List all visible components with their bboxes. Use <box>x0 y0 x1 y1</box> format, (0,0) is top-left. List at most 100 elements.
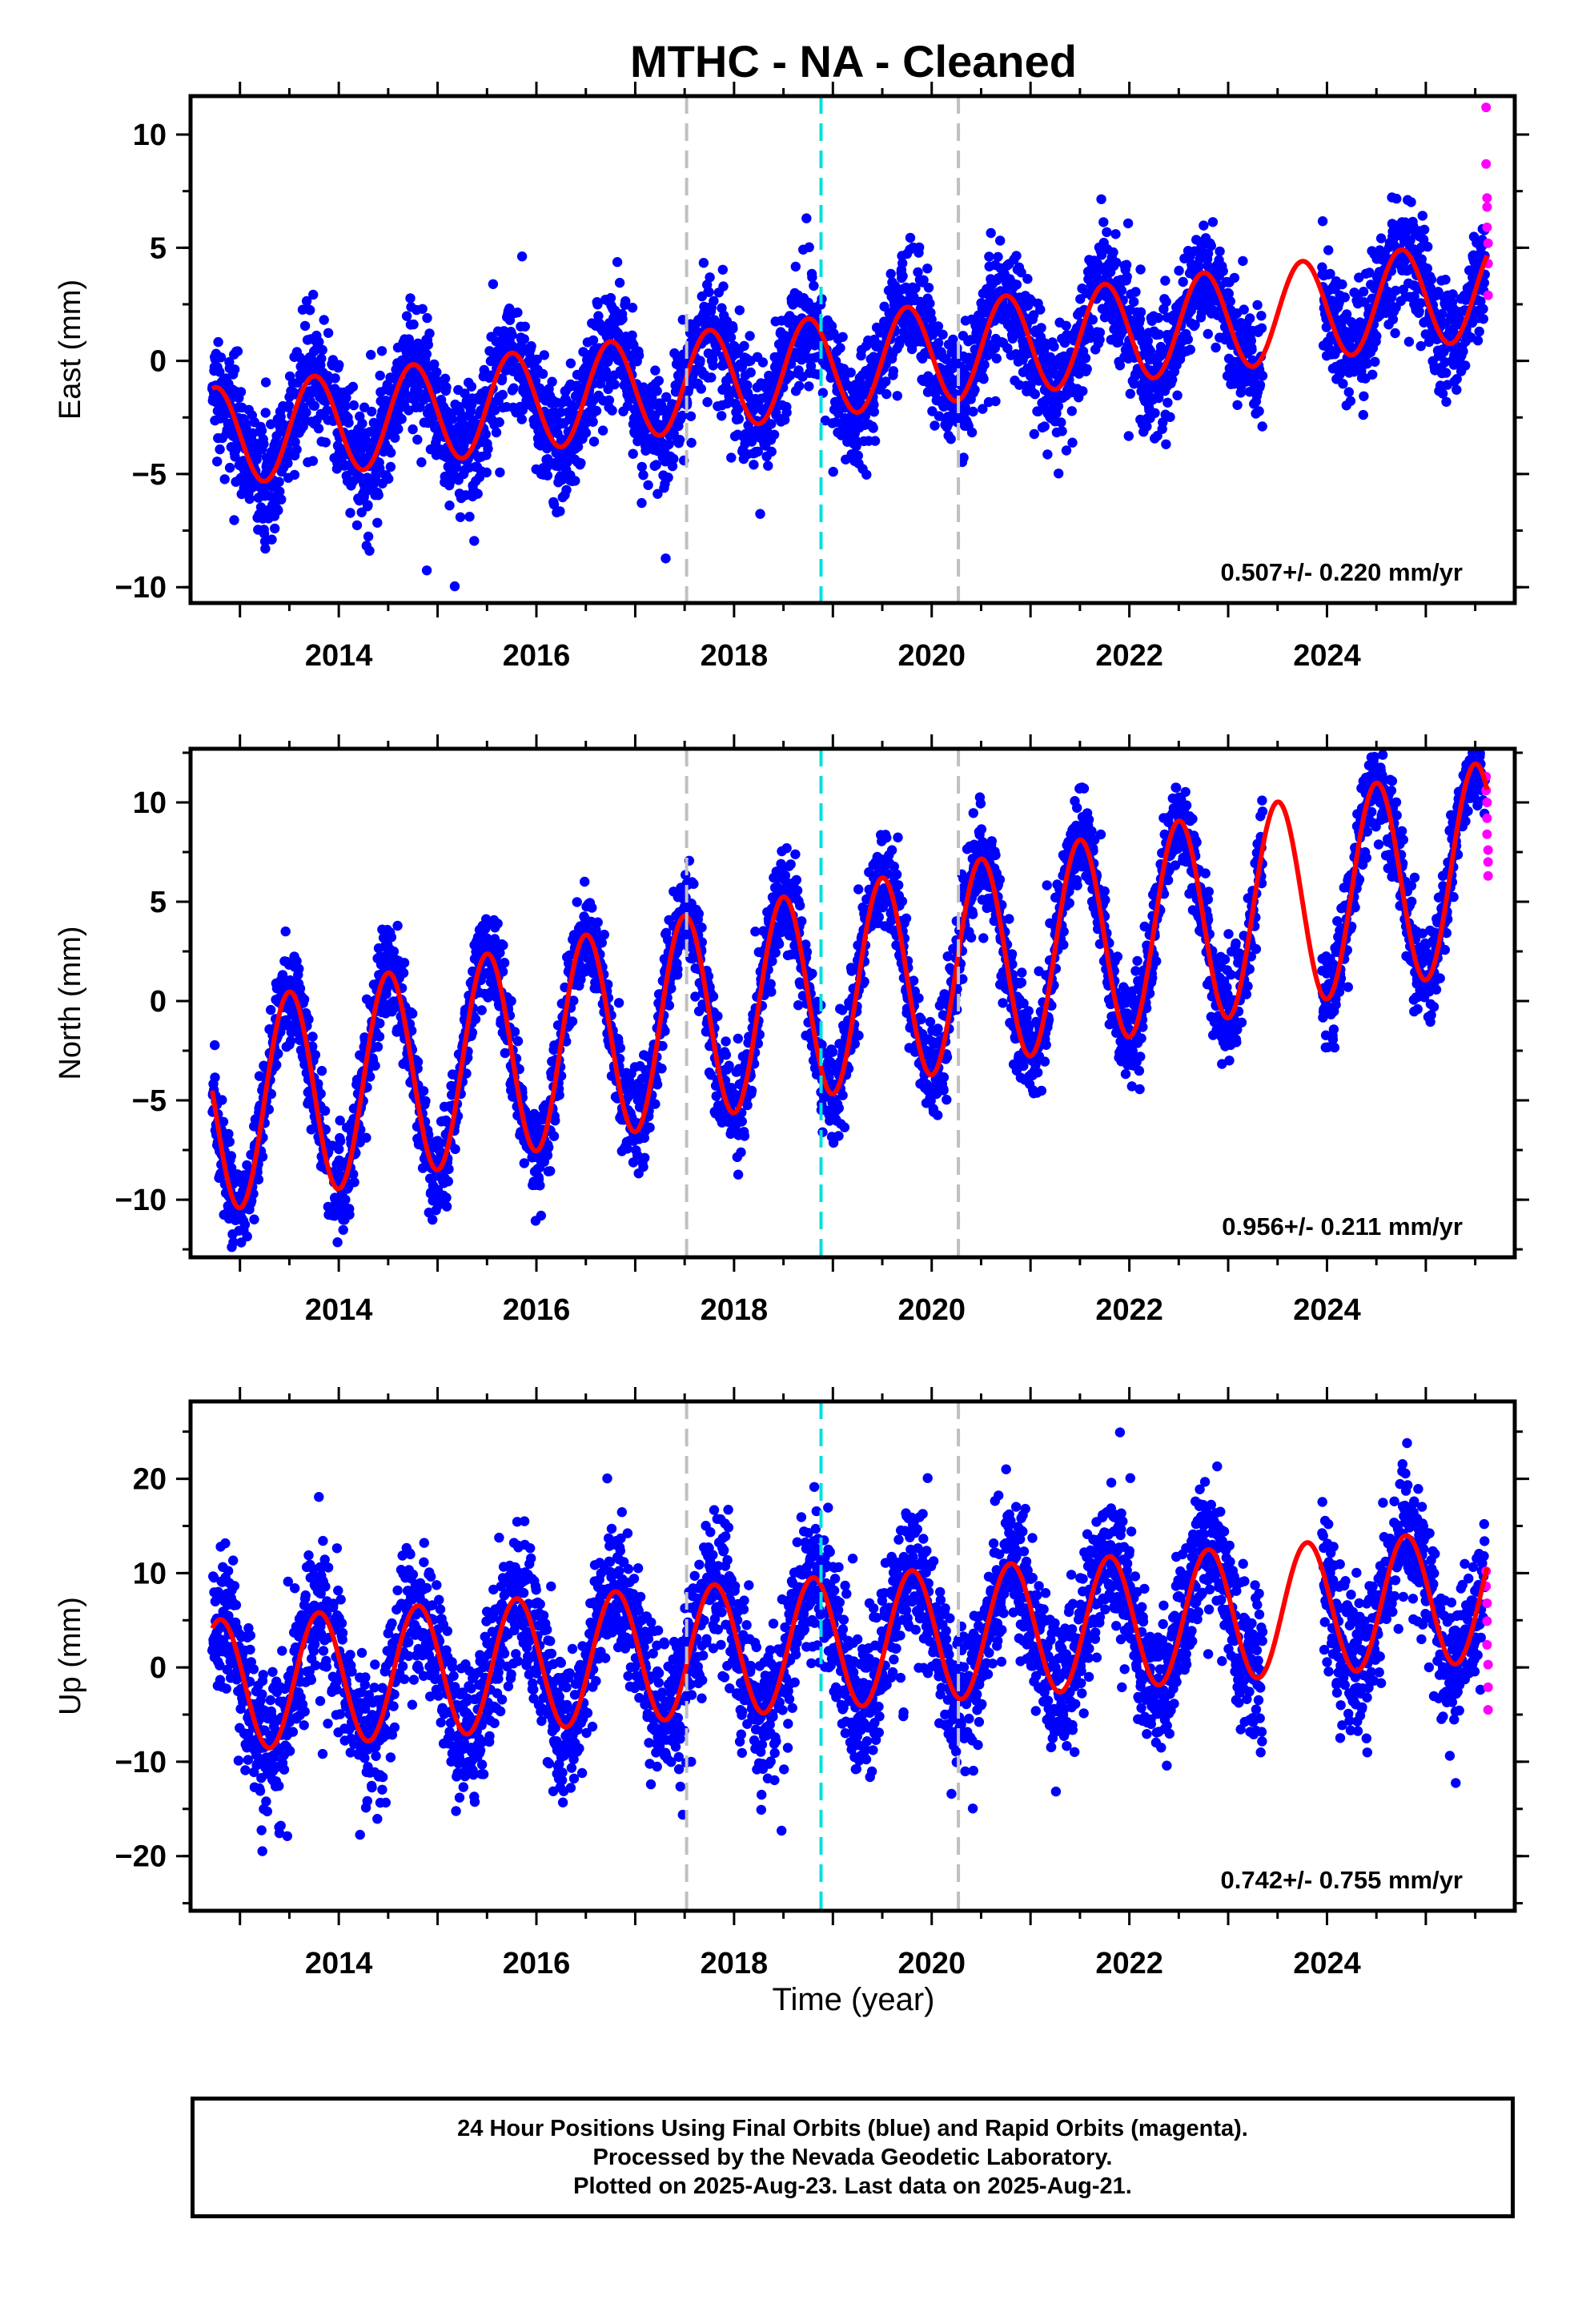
final-orbit-point <box>383 473 394 485</box>
final-orbit-point <box>299 320 311 332</box>
final-orbit-point <box>1098 217 1109 227</box>
final-orbit-point <box>990 396 1001 407</box>
final-orbit-point <box>995 235 1006 246</box>
final-orbit-point <box>361 1132 371 1143</box>
y-tick-label: 10 <box>133 119 167 152</box>
final-orbit-point <box>424 328 435 339</box>
final-orbit-point <box>408 424 418 435</box>
final-orbit-point <box>753 446 763 457</box>
final-orbit-point <box>1406 197 1416 207</box>
final-orbit-point <box>845 368 856 378</box>
final-orbit-point <box>291 444 302 455</box>
final-orbit-point <box>299 994 310 1005</box>
final-orbit-point <box>1022 274 1033 284</box>
final-orbit-point <box>1364 267 1375 278</box>
final-orbit-point <box>320 437 331 448</box>
final-orbit-point <box>1257 421 1267 432</box>
final-orbit-point <box>1426 274 1437 285</box>
final-orbit-point <box>283 458 293 468</box>
final-orbit-point <box>270 523 280 534</box>
final-orbit-point <box>444 501 455 511</box>
final-orbit-point <box>1075 294 1086 304</box>
final-orbit-point <box>330 373 340 384</box>
final-orbit-point <box>941 354 951 364</box>
final-orbit-point <box>1178 276 1188 287</box>
final-orbit-point <box>363 500 373 510</box>
final-orbit-point <box>412 434 423 445</box>
final-orbit-point <box>717 411 727 421</box>
final-orbit-point <box>572 441 584 452</box>
final-orbit-point <box>344 1209 355 1220</box>
final-orbit-point <box>432 367 442 377</box>
final-orbit-point <box>1239 304 1249 315</box>
final-orbit-point <box>460 388 470 399</box>
final-orbit-point <box>441 382 452 392</box>
final-orbit-point <box>1211 342 1221 353</box>
final-orbit-point <box>695 356 705 366</box>
final-orbit-point <box>801 213 812 223</box>
final-orbit-point <box>685 411 697 421</box>
final-orbit-point <box>790 261 801 272</box>
final-orbit-point <box>263 1104 274 1115</box>
panel-frame <box>188 94 1517 605</box>
final-orbit-point <box>745 331 755 341</box>
final-orbit-point <box>275 486 285 497</box>
final-orbit-point <box>508 383 519 393</box>
final-orbit-point <box>704 287 714 297</box>
final-orbit-point <box>746 436 757 447</box>
final-orbit-point <box>516 251 528 262</box>
final-orbit-point <box>556 407 566 417</box>
final-orbit-point <box>804 381 814 392</box>
final-orbit-point <box>516 414 527 424</box>
final-orbit-point <box>307 1031 318 1042</box>
final-orbit-point <box>441 1201 452 1212</box>
final-orbit-point <box>725 385 735 396</box>
final-orbit-point <box>1207 217 1219 227</box>
final-orbit-point <box>218 1116 229 1128</box>
final-orbit-point <box>283 400 294 411</box>
final-orbit-point <box>978 374 989 384</box>
final-orbit-point <box>408 319 419 330</box>
final-orbit-point <box>620 296 631 307</box>
final-orbit-point <box>494 417 504 428</box>
final-orbit-point <box>1154 329 1165 340</box>
final-orbit-point <box>481 467 492 478</box>
final-orbit-point <box>1218 266 1228 276</box>
final-orbit-point <box>1403 336 1415 347</box>
final-orbit-point <box>455 512 466 522</box>
final-orbit-point <box>541 462 552 473</box>
final-orbit-point <box>316 353 327 364</box>
final-orbit-point <box>745 367 756 378</box>
final-orbit-point <box>447 414 458 424</box>
final-orbit-point <box>1182 334 1194 344</box>
final-orbit-point <box>1440 275 1451 285</box>
final-orbit-point <box>266 1004 276 1015</box>
final-orbit-point <box>698 258 709 268</box>
final-orbit-point <box>1122 218 1134 229</box>
final-orbit-point <box>345 508 355 518</box>
final-orbit-point <box>1255 380 1266 390</box>
final-orbit-point <box>338 1224 348 1236</box>
y-tick-label: −5 <box>132 458 167 492</box>
final-orbit-point <box>362 472 372 483</box>
final-orbit-point <box>1114 360 1126 371</box>
final-orbit-point <box>259 439 269 449</box>
final-orbit-point <box>422 312 432 324</box>
final-orbit-point <box>1150 408 1160 418</box>
final-orbit-point <box>217 1095 227 1105</box>
final-orbit-point <box>1162 397 1173 408</box>
final-orbit-point <box>1254 406 1264 416</box>
final-orbit-point <box>638 470 648 480</box>
final-orbit-point <box>652 386 662 396</box>
final-orbit-point <box>766 419 777 429</box>
final-orbit-point <box>918 275 929 285</box>
final-orbit-point <box>984 251 994 262</box>
final-orbit-point <box>314 336 324 348</box>
final-orbit-point <box>728 324 738 334</box>
final-orbit-point <box>1225 296 1236 307</box>
final-orbit-point <box>1229 272 1240 283</box>
final-orbit-point <box>926 314 937 325</box>
final-orbit-point <box>496 373 508 384</box>
final-orbit-point <box>881 376 891 387</box>
final-orbit-point <box>734 305 745 316</box>
